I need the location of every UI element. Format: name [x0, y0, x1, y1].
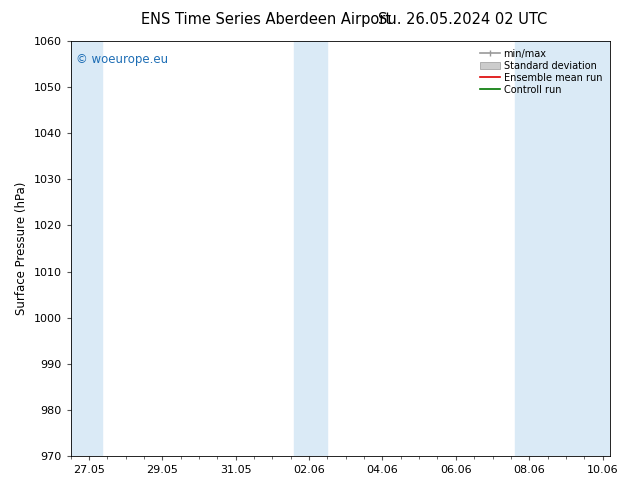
Bar [533, 41, 621, 456]
Legend: min/max, Standard deviation, Ensemble mean run, Controll run: min/max, Standard deviation, Ensemble me… [477, 46, 605, 98]
Text: Su. 26.05.2024 02 UTC: Su. 26.05.2024 02 UTC [378, 12, 547, 27]
Bar [71, 41, 102, 456]
Text: ENS Time Series Aberdeen Airport: ENS Time Series Aberdeen Airport [141, 12, 391, 27]
Text: © woeurope.eu: © woeurope.eu [76, 53, 168, 67]
Bar [309, 41, 327, 456]
Bar [294, 41, 309, 456]
Bar [515, 41, 533, 456]
Y-axis label: Surface Pressure (hPa): Surface Pressure (hPa) [15, 182, 28, 315]
